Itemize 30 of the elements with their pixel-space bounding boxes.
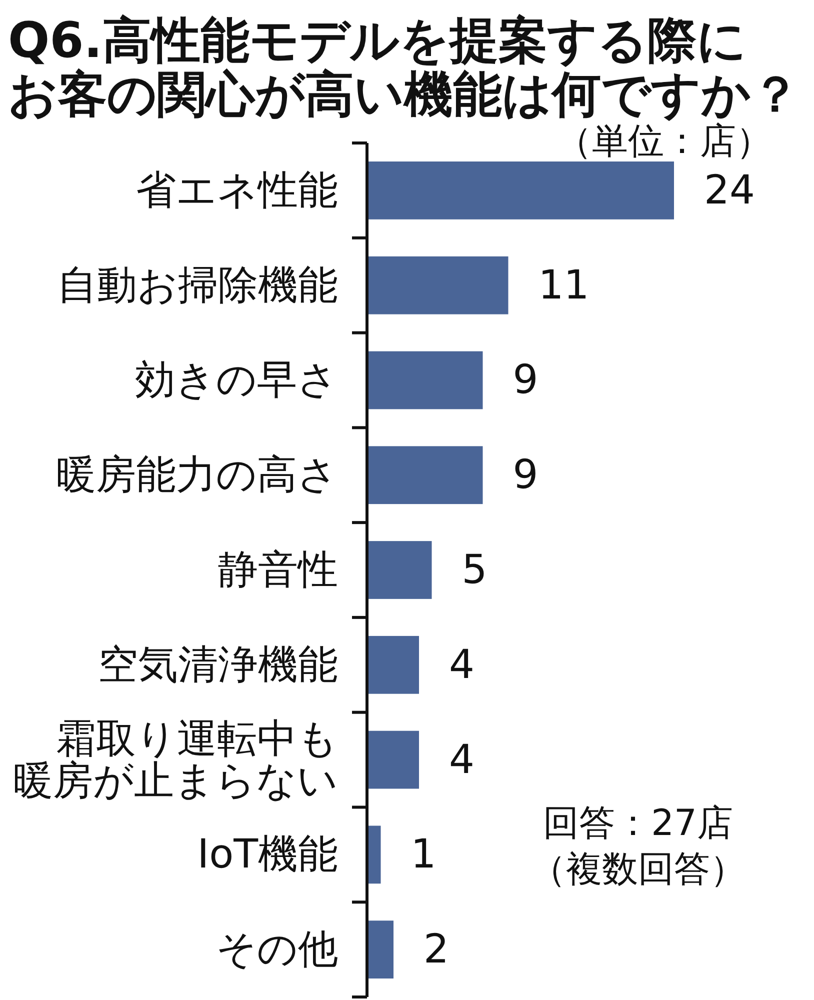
y-tick-label: 効きの早さ <box>135 357 338 404</box>
bar <box>368 541 432 599</box>
bar <box>368 256 508 314</box>
bar <box>368 162 674 220</box>
data-label: 4 <box>449 642 474 688</box>
bar <box>368 920 394 978</box>
chart-title: Q6.高性能モデルを提案する際にお客の関心が高い機能は何ですか？ <box>8 12 800 123</box>
y-tick-label: 省エネ性能 <box>136 167 338 214</box>
y-tick-label: 自動お掃除機能 <box>57 262 338 308</box>
y-tick-label: 暖房能力の高さ <box>56 452 338 498</box>
y-tick-label: 霜取り運転中も暖房が止まらない <box>13 716 338 804</box>
data-label: 11 <box>538 262 590 308</box>
bar <box>368 730 419 789</box>
bar <box>368 636 419 694</box>
annotation: （単位：店） <box>556 121 772 162</box>
bar <box>368 446 483 504</box>
data-label: 4 <box>449 736 474 783</box>
data-label: 24 <box>704 167 755 214</box>
data-label: 5 <box>462 547 488 593</box>
bar <box>368 826 381 884</box>
data-label: 1 <box>410 832 436 878</box>
y-tick-label: 空気清浄機能 <box>98 642 338 688</box>
data-label: 9 <box>512 357 538 404</box>
data-label: 9 <box>512 452 538 498</box>
bar <box>368 351 483 410</box>
y-tick-label: IoT機能 <box>197 832 338 878</box>
data-label: 2 <box>424 926 449 973</box>
y-tick-label: その他 <box>216 926 338 973</box>
y-tick-label: 静音性 <box>218 547 338 593</box>
annotation: 回答：27店（複数回答） <box>530 802 746 890</box>
